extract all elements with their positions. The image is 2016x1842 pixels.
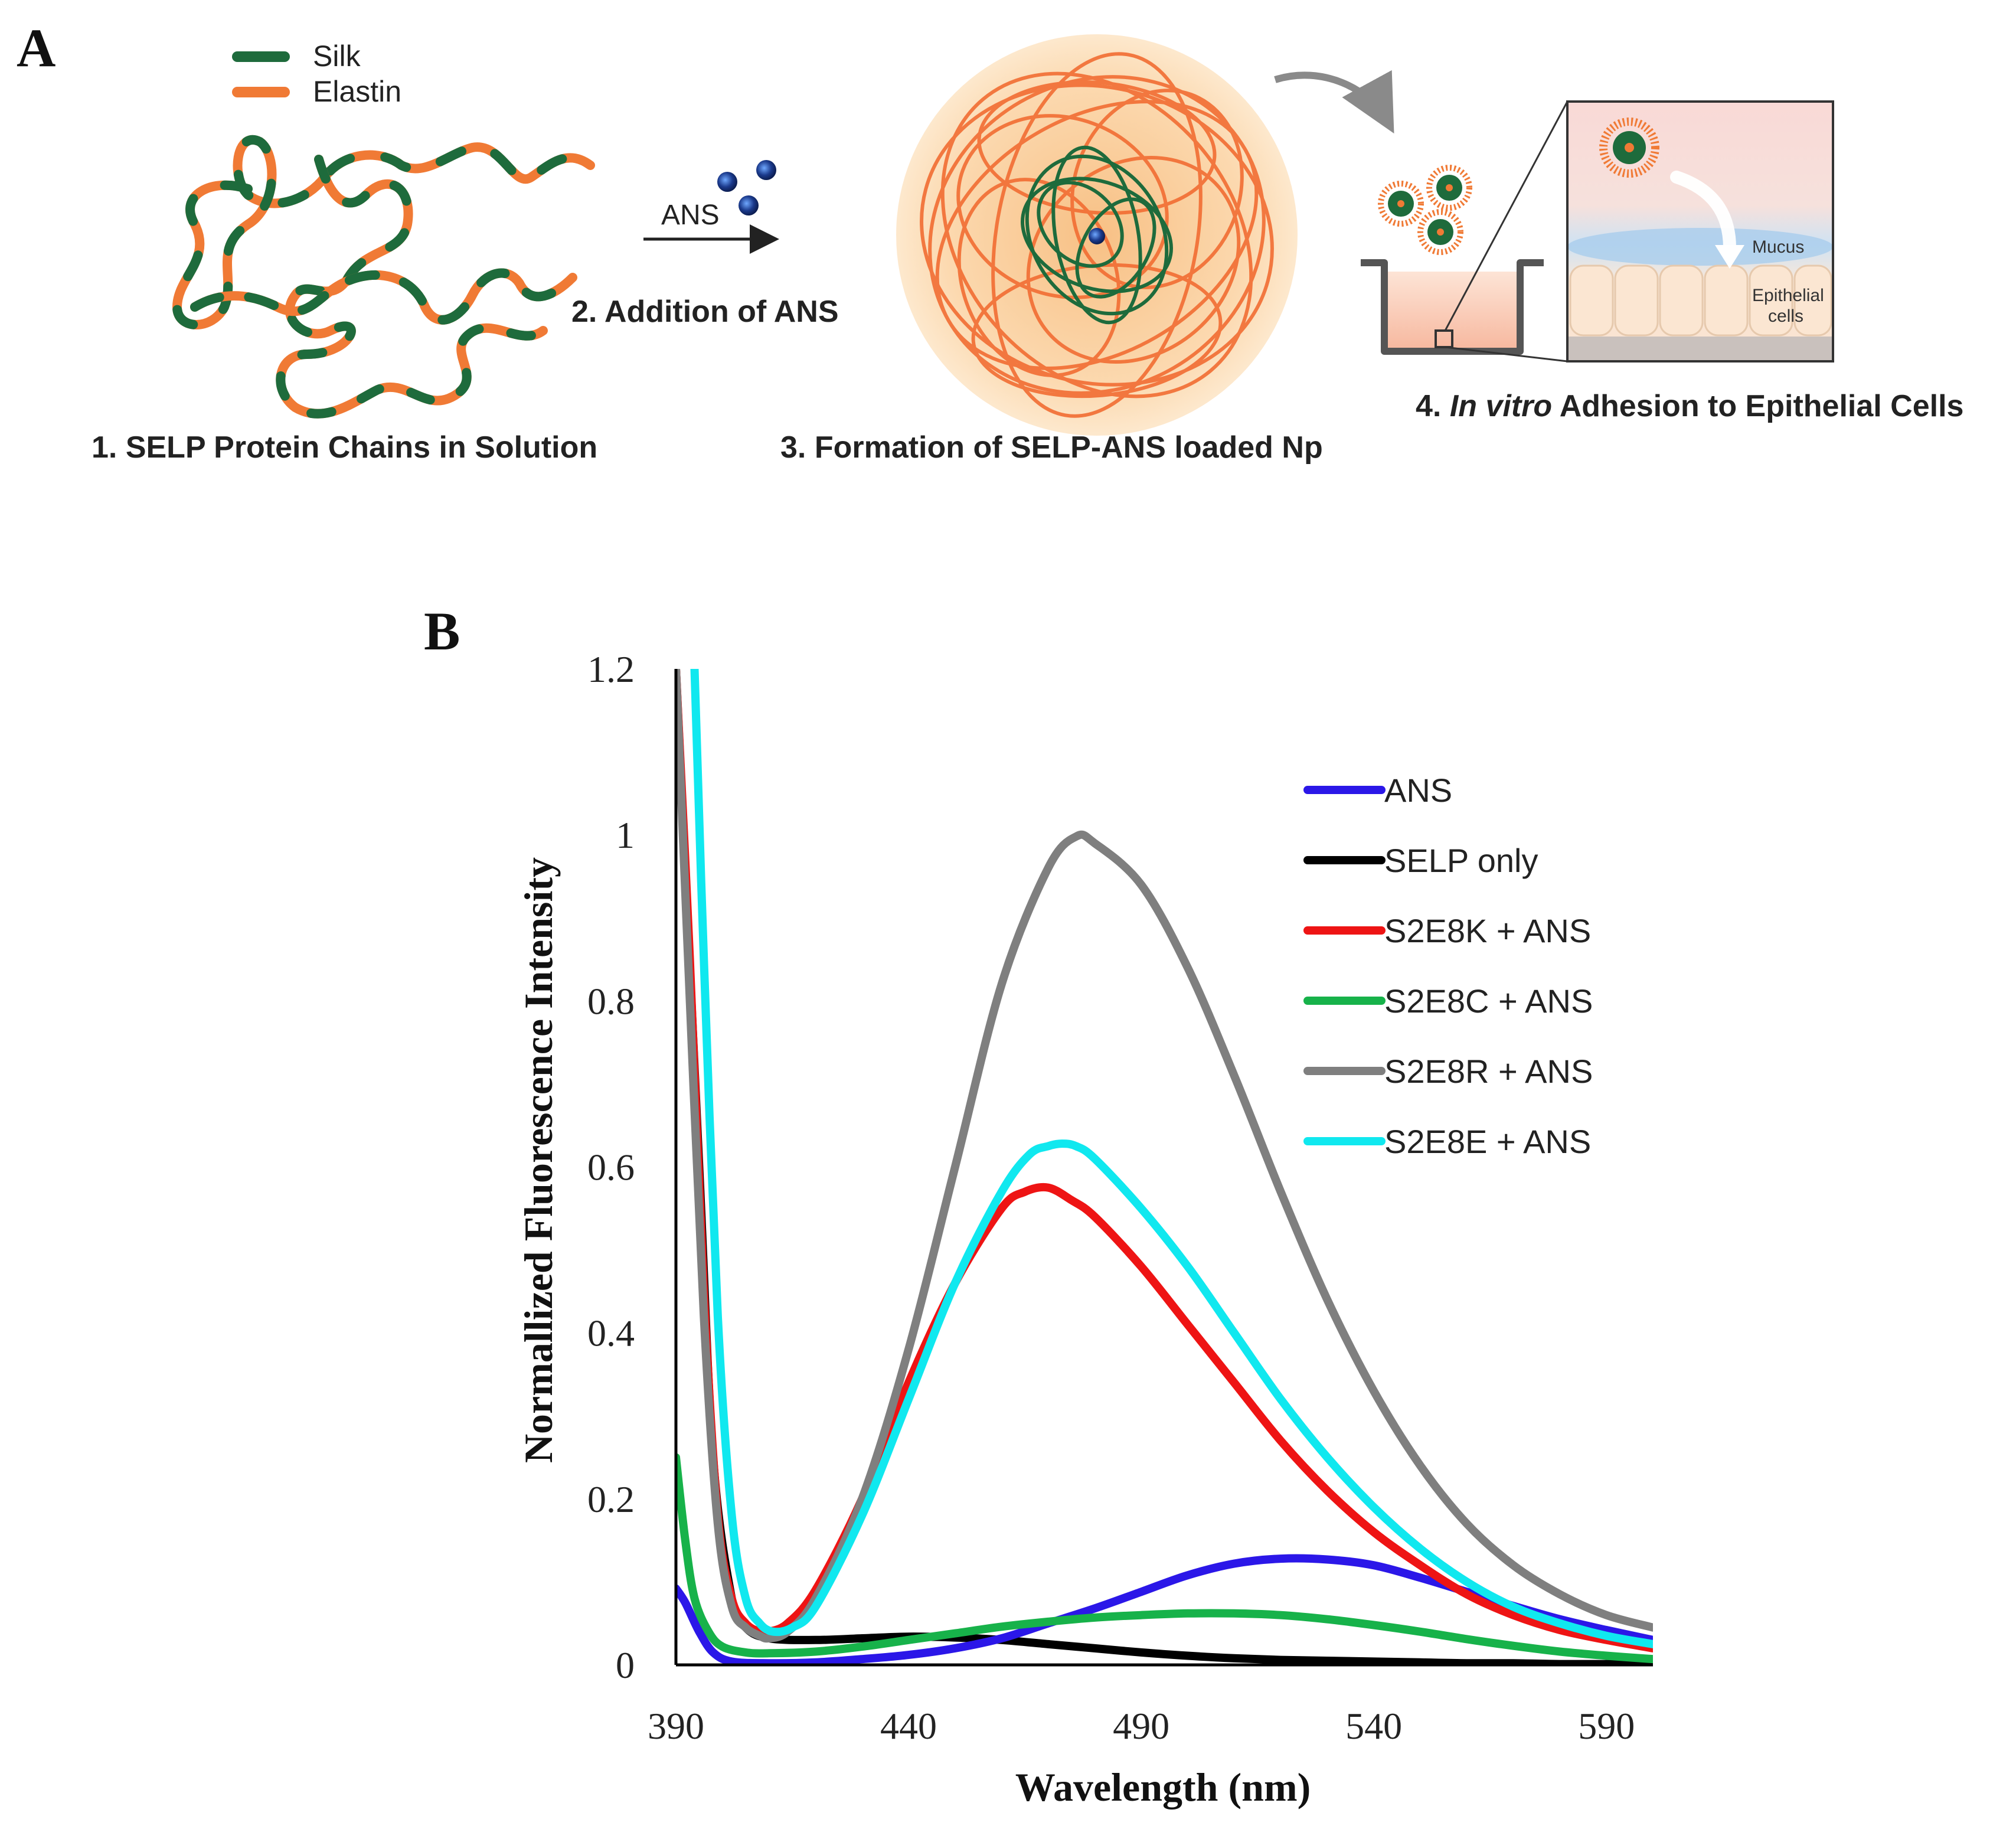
well-walls <box>1361 259 1544 355</box>
chart-lines <box>676 669 1653 1665</box>
x-tick-label-3: 540 <box>1345 1705 1402 1747</box>
epithelium-inset: Mucus Epithelial cells <box>1566 100 1834 362</box>
step4-label: 4. In vitro Adhesion to Epithelial Cells <box>1416 389 1963 423</box>
y-tick-label-4: 0.8 <box>587 980 635 1022</box>
legend-item-3: S2E8C + ANS <box>1303 982 1593 1020</box>
elastin-corona <box>920 52 1274 418</box>
legend-elastin-label: Elastin <box>313 75 401 108</box>
y-tick-label-0: 0 <box>616 1644 635 1686</box>
ans-core-dot <box>1089 228 1105 244</box>
legend-label-0: ANS <box>1384 772 1452 809</box>
np-particles <box>1378 165 1472 255</box>
y-tick-label-2: 0.4 <box>587 1312 635 1354</box>
series-line-5 <box>690 669 1653 1648</box>
chart-axes <box>674 669 1653 1667</box>
epithelial-cells <box>1569 264 1832 337</box>
series-line-3 <box>676 1453 1653 1664</box>
legend-item-2: S2E8K + ANS <box>1303 912 1591 949</box>
panel-a-legend: Silk Elastin <box>232 40 401 108</box>
y-axis-label: Normallized Fluorescence Intensity <box>516 857 561 1463</box>
inset-cells-label: cells <box>1768 306 1803 326</box>
chart-legend: ANS SELP only S2E8K + ANS S2E8C + ANS S2E8R … <box>1303 772 1593 1160</box>
adhesion-arrow <box>1670 171 1736 254</box>
legend-label-5: S2E8E + ANS <box>1384 1123 1591 1160</box>
legend-label-1: SELP only <box>1384 842 1538 879</box>
legend-item-5: S2E8E + ANS <box>1303 1123 1591 1160</box>
y-tick-label-1: 0.2 <box>587 1478 635 1520</box>
zoom-line-bottom <box>1445 346 1568 362</box>
step1-label: 1. SELP Protein Chains in Solution <box>92 430 597 465</box>
nanoparticle <box>896 34 1298 436</box>
inset-epithelial-label: Epithelial <box>1752 286 1824 305</box>
step4-prefix: 4. <box>1416 389 1450 423</box>
legend-label-4: S2E8R + ANS <box>1384 1053 1593 1090</box>
y-tick-label-3: 0.6 <box>587 1147 635 1188</box>
np-particle-2 <box>1426 165 1472 211</box>
transfer-arrow <box>1274 70 1394 134</box>
adhesion-arrowhead <box>1715 245 1744 269</box>
legend-silk-label: Silk <box>313 40 361 73</box>
legend-item-0: ANS <box>1303 772 1452 809</box>
x-axis-label: Wavelength (nm) <box>1015 1765 1311 1810</box>
legend-label-2: S2E8K + ANS <box>1384 912 1591 949</box>
mucus-layer <box>1567 228 1833 266</box>
chain-2-silk <box>276 155 548 419</box>
ans-dot-3 <box>739 195 759 215</box>
y-tick-label-6: 1.2 <box>587 648 635 690</box>
step2-label: 2. Addition of ANS <box>571 295 839 329</box>
selp-protein-chains <box>172 135 595 419</box>
panel-b-label: B <box>424 601 460 661</box>
x-tick-label-0: 390 <box>648 1705 704 1747</box>
transwell <box>1361 101 1569 362</box>
inset-locator <box>1435 329 1453 348</box>
ans-dot-1 <box>717 172 737 192</box>
chart-ticks: 390 440 490 540 590 0 0.2 0.4 0.6 0.8 1 1.2 <box>587 648 1635 1747</box>
step4-suffix: Adhesion to Epithelial Cells <box>1552 389 1963 423</box>
step3-label: 3. Formation of SELP-ANS loaded Np <box>780 430 1323 465</box>
inset-mucus-label: Mucus <box>1752 237 1804 257</box>
step4-italic: In vitro <box>1450 389 1552 423</box>
series-line-1 <box>676 669 1653 1665</box>
ans-addition-arrow: ANS <box>643 160 779 254</box>
silk-core <box>1021 145 1173 325</box>
inset-border <box>1566 100 1834 362</box>
panel-a-label: A <box>17 18 55 78</box>
legend-label-3: S2E8C + ANS <box>1384 982 1593 1020</box>
legend-item-4: S2E8R + ANS <box>1303 1053 1593 1090</box>
np-particle-3 <box>1417 209 1463 255</box>
arrow-ans-label: ANS <box>661 200 720 231</box>
panel-a: A Silk Elastin 1. SELP Protein Chains in… <box>17 18 1963 465</box>
x-tick-label-2: 490 <box>1113 1705 1169 1747</box>
y-tick-label-5: 1 <box>616 814 635 856</box>
chain-1-silk <box>172 135 595 329</box>
chain-3-silk <box>190 268 577 325</box>
zoom-line-top <box>1444 101 1569 331</box>
legend-item-1: SELP only <box>1303 842 1538 879</box>
series-line-4 <box>676 669 1653 1643</box>
panel-b: B 390 440 490 540 590 0 0.2 0.4 0.6 0.8 1 1.2 Norma… <box>424 601 1653 1810</box>
ans-dot-2 <box>756 160 776 180</box>
x-tick-label-1: 440 <box>880 1705 937 1747</box>
basement-membrane <box>1567 337 1833 361</box>
np-particle-1 <box>1378 181 1424 227</box>
x-tick-label-4: 590 <box>1578 1705 1635 1747</box>
inset-particle <box>1599 117 1659 178</box>
